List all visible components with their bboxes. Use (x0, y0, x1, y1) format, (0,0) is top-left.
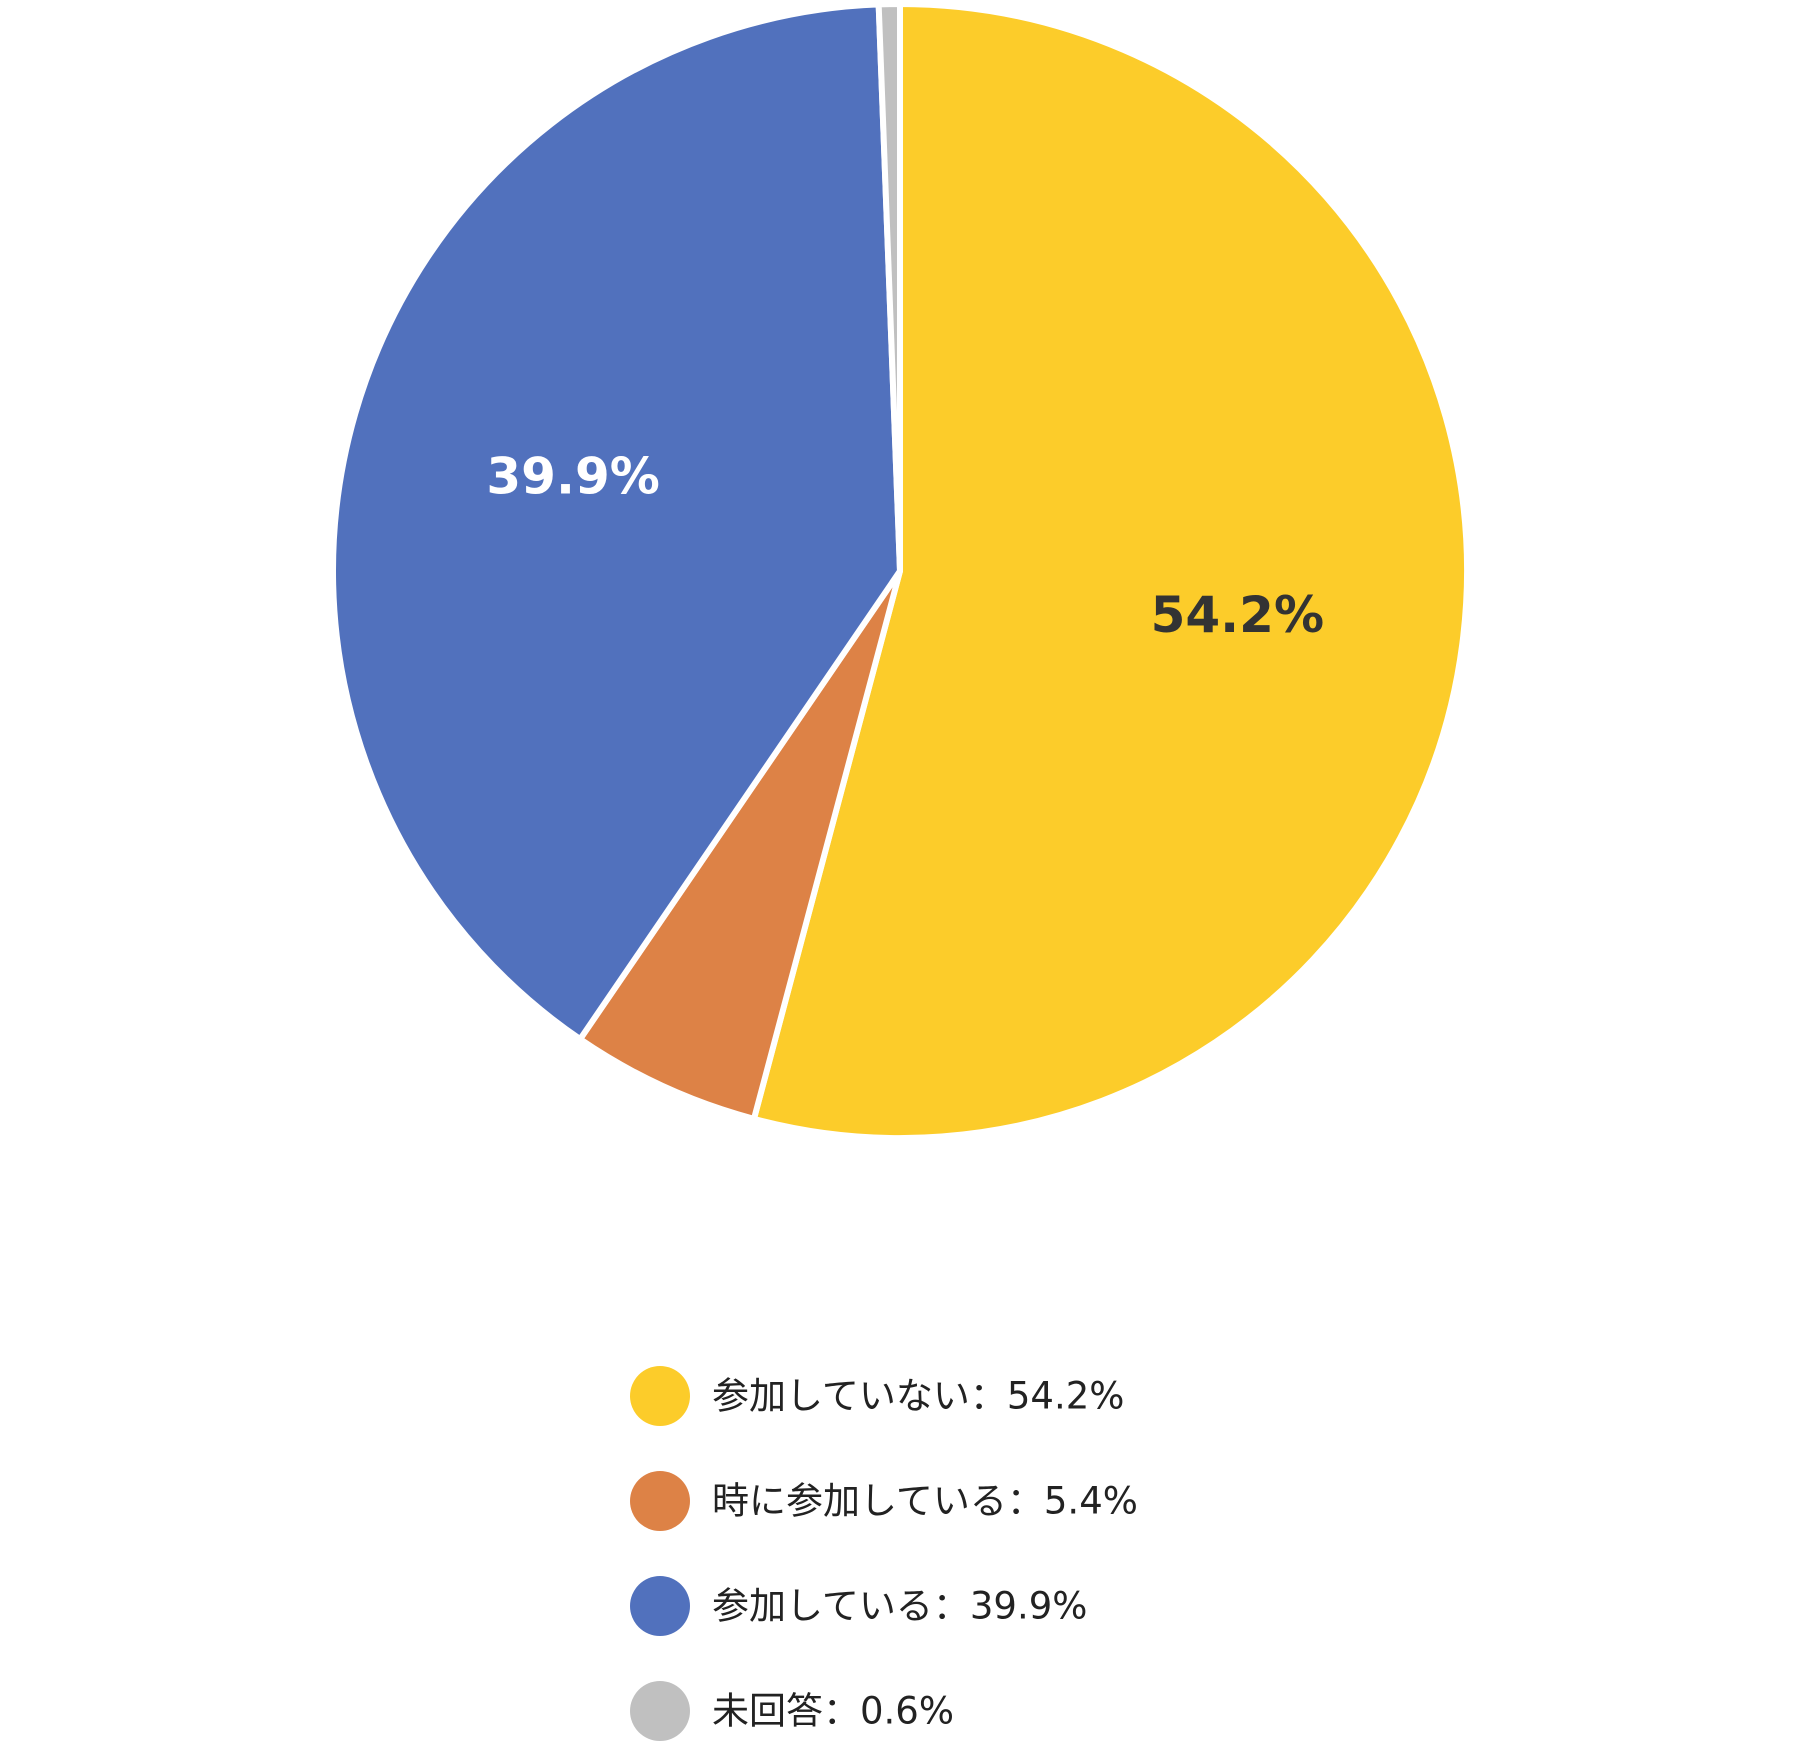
slice-value-label: 54.2% (1151, 586, 1324, 644)
pie-slice-labels: 54.2% 39.9% (486, 448, 1324, 644)
legend-item: 時に参加している：5.4% (630, 1471, 1138, 1531)
legend-label: 参加していない：54.2% (712, 1375, 1124, 1418)
legend-item: 未回答：0.6% (630, 1681, 954, 1741)
pie-slice-1 (750, 1, 1470, 1141)
pie-slice-3 (330, 1, 903, 1043)
legend-swatch (630, 1366, 690, 1426)
slice-value-label: 39.9% (486, 448, 659, 506)
legend-item: 参加している：39.9% (630, 1576, 1087, 1636)
legend-label: 時に参加している：5.4% (712, 1480, 1138, 1523)
legend-item: 参加していない：54.2% (630, 1366, 1124, 1426)
legend-label: 未回答：0.6% (712, 1690, 954, 1733)
pie-slices (330, 1, 1470, 1141)
legend-label: 参加している：39.9% (712, 1585, 1087, 1628)
pie-slice-4 (875, 1, 903, 574)
pie-slice-2 (577, 568, 903, 1122)
legend-swatch (630, 1576, 690, 1636)
legend: 参加していない：54.2% 時に参加している：5.4% 参加している：39.9% 未回… (630, 1366, 1138, 1741)
legend-swatch (630, 1681, 690, 1741)
legend-swatch (630, 1471, 690, 1531)
